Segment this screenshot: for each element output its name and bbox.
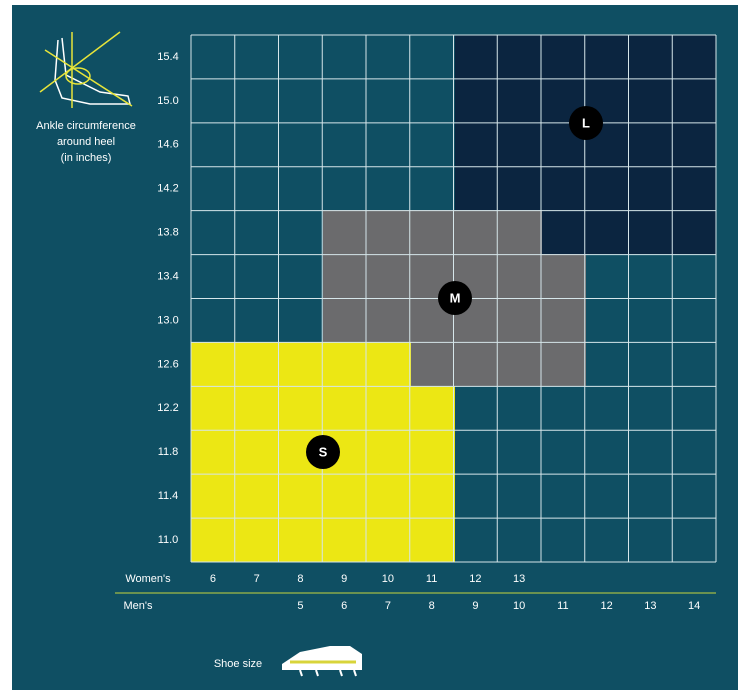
shoe-icon xyxy=(282,646,362,677)
row-label: Men's xyxy=(124,600,153,612)
womens-size: 9 xyxy=(341,573,347,585)
mens-size: 9 xyxy=(472,600,478,612)
womens-size: 8 xyxy=(297,573,303,585)
womens-size: 7 xyxy=(254,573,260,585)
badge xyxy=(438,281,472,315)
mens-size: 12 xyxy=(601,600,613,612)
ankle-size: 15.4 xyxy=(157,51,178,63)
grid xyxy=(190,34,717,563)
ankle-size: 11.0 xyxy=(158,534,179,546)
womens-size: 6 xyxy=(210,573,216,585)
region-label: M xyxy=(450,290,461,305)
mens-size: 7 xyxy=(385,600,391,612)
footer-label: Shoe size xyxy=(214,658,262,670)
ankle-size: 15.0 xyxy=(157,95,178,107)
ankle-size: 11.4 xyxy=(158,490,179,502)
womens-size: 11 xyxy=(426,573,437,585)
ankle-size: 13.0 xyxy=(157,314,178,326)
ankle-size: 13.8 xyxy=(157,227,178,239)
mens-size: 10 xyxy=(513,600,525,612)
badge xyxy=(306,435,340,469)
region-label: S xyxy=(319,444,328,459)
mens-size: 8 xyxy=(429,600,435,612)
region-l xyxy=(455,35,716,254)
womens-size: 12 xyxy=(469,573,481,585)
ankle-size: 12.2 xyxy=(157,402,178,414)
ankle-size: 12.6 xyxy=(157,358,178,370)
axis-title: Ankle circumference xyxy=(36,120,136,132)
axis-title: (in inches) xyxy=(61,152,112,164)
womens-size: 10 xyxy=(382,573,394,585)
mens-size: 6 xyxy=(341,600,347,612)
ankle-size: 13.4 xyxy=(157,270,178,282)
mens-size: 14 xyxy=(688,600,700,612)
ankle-icon xyxy=(39,31,133,108)
mens-size: 13 xyxy=(644,600,656,612)
mens-size: 11 xyxy=(557,600,568,612)
region-label: L xyxy=(582,115,590,130)
axis-title: around heel xyxy=(57,136,115,148)
ankle-size: 11.8 xyxy=(158,446,179,458)
badge xyxy=(569,106,603,140)
ankle-size: 14.6 xyxy=(157,139,178,151)
row-label: Women's xyxy=(125,573,171,585)
mens-size: 5 xyxy=(297,600,303,612)
womens-size: 13 xyxy=(513,573,525,585)
ankle-size: 14.2 xyxy=(157,183,178,195)
